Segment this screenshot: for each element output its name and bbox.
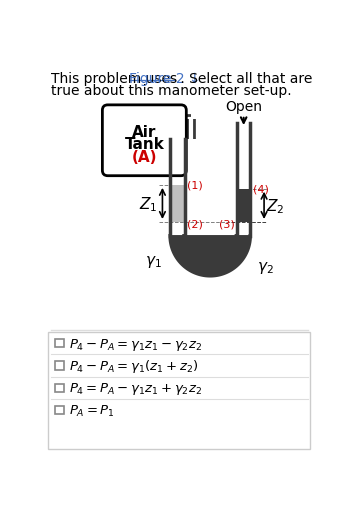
Text: Air: Air	[132, 125, 156, 140]
Text: Open: Open	[225, 99, 262, 114]
Text: $Z_1$: $Z_1$	[139, 194, 158, 213]
Text: $P_4 - P_A = \gamma_1 (z_1 + z_2)$: $P_4 - P_A = \gamma_1 (z_1 + z_2)$	[69, 358, 199, 375]
Bar	[55, 406, 64, 415]
Text: true about this manometer set-up.: true about this manometer set-up.	[51, 84, 292, 98]
FancyBboxPatch shape	[103, 106, 186, 176]
Text: $P_A = P_1$: $P_A = P_1$	[69, 403, 115, 418]
Text: $\gamma_2$: $\gamma_2$	[257, 260, 274, 275]
Polygon shape	[184, 236, 237, 263]
Text: (A): (A)	[132, 150, 157, 164]
Text: . Select all that are: . Select all that are	[176, 72, 312, 86]
Bar	[55, 361, 64, 370]
Bar	[55, 384, 64, 392]
Text: $\gamma_1$: $\gamma_1$	[145, 253, 162, 269]
Text: Figure 2 ↓: Figure 2 ↓	[128, 72, 200, 86]
Text: (2): (2)	[187, 219, 203, 229]
Text: $P_4 = P_A - \gamma_1 z_1 + \gamma_2 z_2$: $P_4 = P_A - \gamma_1 z_1 + \gamma_2 z_2…	[69, 380, 202, 397]
Text: This problem uses: This problem uses	[51, 72, 181, 86]
Text: $P_4 - P_A = \gamma_1 z_1 - \gamma_2 z_2$: $P_4 - P_A = \gamma_1 z_1 - \gamma_2 z_2…	[69, 336, 202, 352]
Polygon shape	[170, 236, 250, 276]
Bar	[237, 189, 250, 222]
Text: (1): (1)	[187, 181, 203, 190]
Text: $Z_2$: $Z_2$	[266, 196, 285, 215]
Text: (3): (3)	[219, 219, 235, 229]
Text: Tank: Tank	[124, 136, 164, 151]
Bar	[55, 340, 64, 348]
FancyBboxPatch shape	[49, 332, 310, 449]
Bar	[170, 186, 185, 222]
Text: (4): (4)	[253, 184, 268, 194]
